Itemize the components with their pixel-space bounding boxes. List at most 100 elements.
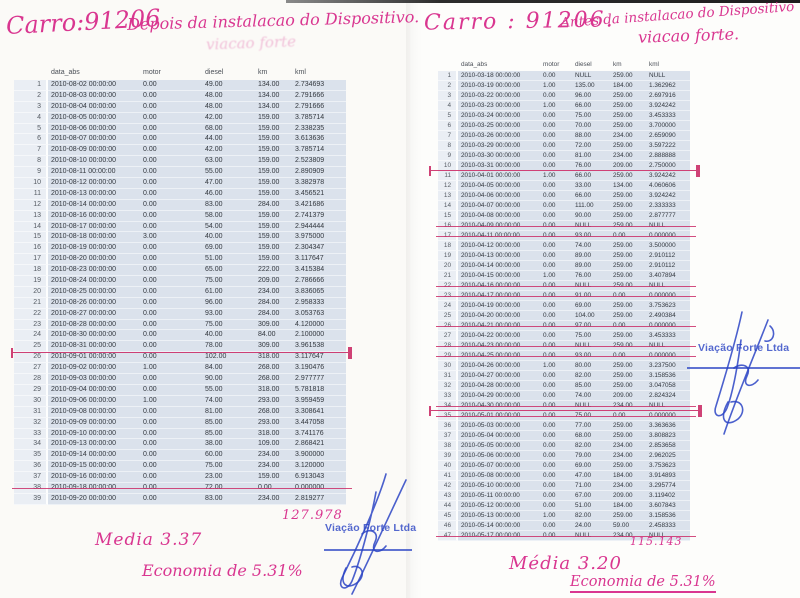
table-row: 11 2010-04-01 00:00:00 1.00 66.00 259.00 3.92… [438,171,690,181]
cell-data_abs: 2010-09-18 00:00:00 [48,482,143,494]
cell-diesel: 79.00 [575,451,613,461]
cell-diesel: 80.00 [575,361,613,371]
cell-km: 259.00 [613,311,649,321]
cell-data_abs: 2010-04-27 00:00:00 [458,371,543,381]
table-body: 1 2010-08-02 00:00:00 0.00 49.00 134.00 2.734… [12,80,352,505]
row-number: 29 [14,384,48,396]
cell-diesel: 66.00 [575,101,613,111]
cell-kml: 3.308641 [295,406,346,418]
cell-diesel: 75.00 [205,319,258,331]
row-number: 33 [438,391,458,401]
cell-kml: 2.977777 [295,374,346,385]
cell-data_abs: 2010-04-05 00:00:00 [458,181,543,191]
cell-diesel: 88.00 [575,131,613,141]
cell-km: 309.00 [258,341,295,353]
cell-kml: 2.824324 [649,391,690,401]
row-number: 27 [14,363,48,375]
cell-kml: 3.119402 [649,491,690,501]
row-number: 30 [14,395,48,407]
cell-km: 234.00 [613,151,649,161]
cell-km: 259.00 [613,361,649,371]
cell-kml: 2.741379 [295,210,346,222]
table-row: 8 2010-08-10 00:00:00 0.00 63.00 159.00 2.523… [14,156,346,168]
cell-diesel: 96.00 [205,297,258,309]
cell-data_abs: 2010-04-14 00:00:00 [458,261,543,271]
cell-motor: 0.00 [543,461,575,471]
cell-diesel: 51.00 [575,501,613,511]
table-row: 12 2010-04-05 00:00:00 0.00 33.00 134.00 4.06… [438,181,690,191]
table-row: 27 2010-09-02 00:00:00 1.00 84.00 268.00 3.19… [14,363,346,375]
cell-motor: 0.00 [543,331,575,341]
cell-motor: 0.00 [143,90,205,102]
row-number: 38 [14,482,48,494]
cell-motor: 0.00 [543,221,575,231]
cell-motor: 0.00 [543,181,575,191]
cell-kml: 0.000000 [649,291,690,301]
row-number: 33 [14,428,48,440]
cell-kml: 0.000000 [649,231,690,241]
cell-km: 222.00 [258,265,295,277]
cell-motor: 0.00 [143,254,205,266]
cell-motor: 0.00 [543,521,575,531]
table-row: 9 2010-08-11 00:00:00 0.00 55.00 159.00 2.890… [14,167,346,179]
cell-kml: 2.659090 [649,131,690,141]
table-row: 24 2010-04-19 00:00:00 0.00 69.00 259.00 3.75… [438,301,690,311]
cell-diesel: 93.00 [575,231,613,241]
cell-km: 259.00 [613,101,649,111]
cell-kml: 1.362962 [649,81,690,91]
cell-km: 259.00 [613,461,649,471]
cell-diesel: 83.00 [205,493,258,505]
table-row: 32 2010-04-28 00:00:00 0.00 85.00 259.00 3.04… [438,381,690,391]
cell-data_abs: 2010-09-01 00:00:00 [48,352,143,364]
cell-diesel: 85.00 [575,381,613,391]
cell-kml: 3.597222 [649,141,690,151]
row-number: 36 [438,421,458,431]
cell-diesel: 23.00 [205,472,258,483]
cell-kml: 3.421686 [295,199,346,211]
row-number: 22 [438,281,458,291]
cell-km: 0.00 [613,321,649,331]
cell-kml: 0.000000 [649,411,690,421]
cell-motor: 0.00 [543,151,575,161]
col-header-data-abs: data_abs [51,69,80,76]
scan-edge-artifact [286,0,800,3]
cell-kml: 3.158536 [649,371,690,381]
cell-km: 159.00 [258,156,295,168]
table-row: 16 2010-08-19 00:00:00 0.00 69.00 159.00 2.30… [14,243,346,255]
cell-data_abs: 2010-03-22 00:00:00 [458,91,543,101]
after-install-table: data_abs motor diesel km kml 1 2010-08-02… [12,67,352,505]
cell-motor: 0.00 [543,501,575,511]
cell-diesel: NULL [575,71,613,81]
cell-km: 259.00 [613,251,649,261]
row-number: 22 [14,308,48,320]
cell-kml: 3.961538 [295,341,346,353]
cell-kml: 2.791666 [295,90,346,102]
cell-motor: 0.00 [543,211,575,221]
cell-diesel: 38.00 [205,439,258,451]
cell-kml: 3.959459 [295,395,346,407]
cell-kml: 3.975000 [295,232,346,244]
cell-data_abs: 2010-05-12 00:00:00 [458,501,543,511]
table-row: 35 2010-09-14 00:00:00 0.00 60.00 234.00 3.90… [14,450,346,462]
row-number: 8 [438,141,458,151]
cell-motor: 0.00 [143,428,205,440]
cell-km: 318.00 [258,352,295,364]
cell-km: 259.00 [613,281,649,291]
cell-motor: 0.00 [143,384,205,396]
cell-diesel: 42.00 [205,145,258,157]
row-number: 14 [438,201,458,211]
cell-kml: 2.304347 [295,243,346,255]
row-number: 3 [14,101,48,113]
cell-km: 159.00 [258,167,295,179]
table-row: 29 2010-09-04 00:00:00 0.00 55.00 318.00 5.78… [14,384,346,396]
row-number: 5 [14,123,48,135]
table-row: 17 2010-08-20 00:00:00 0.00 51.00 159.00 3.11… [14,254,346,266]
col-header-kml: kml [295,69,306,76]
before-install-table: data_abs motor diesel km kml 1 2010-03-18… [436,60,696,541]
cell-motor: 0.00 [543,451,575,461]
cell-motor: 0.00 [543,231,575,241]
row-number: 3 [438,91,458,101]
cell-km: 0.00 [258,482,295,494]
table-body: 1 2010-03-18 00:00:00 0.00 NULL 259.00 NULL 2 2… [436,71,696,541]
cell-data_abs: 2010-09-04 00:00:00 [48,384,143,396]
